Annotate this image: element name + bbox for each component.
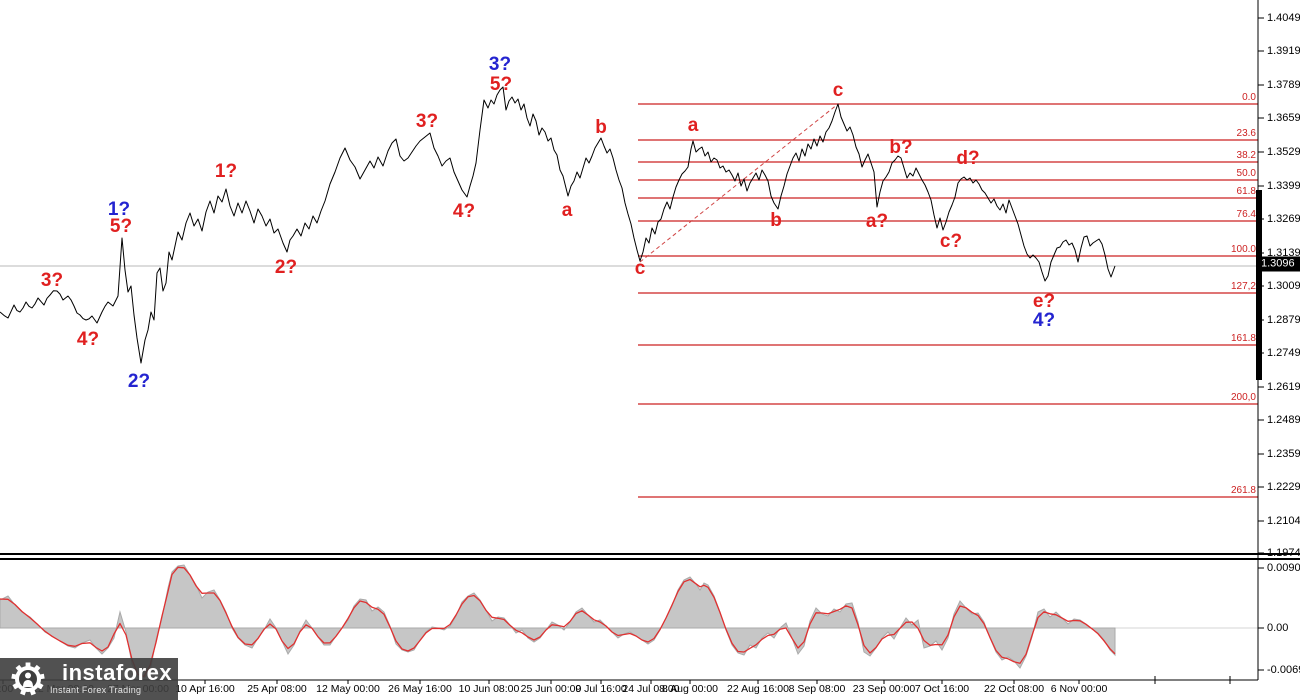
price-tick-label: 1.3399 xyxy=(1267,180,1300,192)
price-tick-label: 1.3529 xyxy=(1267,146,1300,158)
time-label: 7 Oct 16:00 xyxy=(914,683,970,695)
wave-label-b: b xyxy=(595,117,607,138)
price-tick-label: 1.2749 xyxy=(1267,347,1300,359)
wave-label-4q: 4? xyxy=(1032,310,1056,331)
price-tick-label: 1.2879 xyxy=(1267,314,1300,326)
fib-level-label: 50.0 xyxy=(1236,168,1256,179)
time-label: 25 Jun 00:00 xyxy=(520,683,582,695)
fib-level-label: 127,2 xyxy=(1230,281,1256,292)
price-tick-label: 1.4049 xyxy=(1267,12,1300,24)
price-tick-label: 1.3009 xyxy=(1267,280,1300,292)
price-tick-label: 1.1974 xyxy=(1267,547,1300,559)
time-label: 6 Nov 00:00 xyxy=(1050,683,1108,695)
wave-label-5q: 5? xyxy=(109,216,133,237)
price-tick-label: 1.2104 xyxy=(1267,515,1300,527)
gear-person-icon xyxy=(11,662,45,696)
fib-level-label: 76.4 xyxy=(1236,209,1256,220)
time-label: 10 Jun 08:00 xyxy=(458,683,520,695)
fib-level-label: 100.0 xyxy=(1230,244,1256,255)
current-price-badge: 1.3096 xyxy=(1259,256,1300,272)
wave-label-bq: b? xyxy=(889,137,913,158)
wave-label-1q: 1? xyxy=(107,199,131,220)
time-label: 23 Sep 00:00 xyxy=(852,683,916,695)
time-label: 22 Aug 16:00 xyxy=(727,683,789,695)
wave-label-3q: 3? xyxy=(415,111,439,132)
wave-label-3q: 3? xyxy=(488,54,512,75)
wave-label-a: a xyxy=(561,200,573,221)
price-tick-label: 1.2489 xyxy=(1267,414,1300,426)
price-tick-label: 1.2359 xyxy=(1267,448,1300,460)
wave-label-4q: 4? xyxy=(76,329,100,350)
wave-label-eq: e? xyxy=(1032,291,1056,312)
wave-label-c: c xyxy=(832,80,844,101)
time-label: 9 Jul 16:00 xyxy=(575,683,627,695)
price-tick-label: 1.2619 xyxy=(1267,381,1300,393)
wave-label-3q: 3? xyxy=(40,270,64,291)
time-label: 10 Apr 16:00 xyxy=(175,683,235,695)
indicator-tick-label: 0.00901 xyxy=(1267,562,1300,574)
fib-level-label: 61.8 xyxy=(1236,186,1256,197)
time-label: 22 Oct 08:00 xyxy=(983,683,1045,695)
wave-label-4q: 4? xyxy=(452,201,476,222)
indicator-tick-label: 0.00 xyxy=(1267,622,1289,634)
time-label: 25 Apr 08:00 xyxy=(247,683,307,695)
wave-label-5q: 5? xyxy=(489,74,513,95)
wave-label-a: a xyxy=(687,115,699,136)
fib-level-label: 161.8 xyxy=(1230,333,1256,344)
price-tick-label: 1.3919 xyxy=(1267,45,1300,57)
wave-label-2q: 2? xyxy=(274,257,298,278)
wave-label-dq: d? xyxy=(956,148,980,169)
wave-label-2q: 2? xyxy=(127,371,151,392)
fib-level-label: 0.0 xyxy=(1242,92,1256,103)
price-tick-label: 1.3659 xyxy=(1267,112,1300,124)
time-label: 8 Aug 00:00 xyxy=(661,683,719,695)
wave-label-c: c xyxy=(634,258,646,279)
time-label: 12 May 00:00 xyxy=(316,683,380,695)
wave-label-aq: a? xyxy=(865,211,889,232)
price-tick-label: 1.3789 xyxy=(1267,79,1300,91)
wave-label-cq: c? xyxy=(939,231,963,252)
fib-level-label: 38.2 xyxy=(1236,150,1256,161)
logo-tagline: Instant Forex Trading xyxy=(50,685,142,695)
indicator-tick-label: -0.00692 xyxy=(1267,664,1300,676)
price-tick-label: 1.2229 xyxy=(1267,481,1300,493)
instaforex-logo: instaforex Instant Forex Trading xyxy=(0,658,178,700)
fib-level-label: 200,0 xyxy=(1230,392,1256,403)
time-label: 8 Sep 08:00 xyxy=(788,683,846,695)
time-label: 24 Jul 08:00 xyxy=(622,683,680,695)
time-label: 26 May 16:00 xyxy=(388,683,452,695)
wave-label-1q: 1? xyxy=(214,161,238,182)
logo-brand-text: instaforex xyxy=(62,660,173,685)
wave-label-b: b xyxy=(770,210,782,231)
price-tick-label: 1.3269 xyxy=(1267,213,1300,225)
fib-level-label: 23.6 xyxy=(1236,128,1256,139)
price-axis-highlight-bar xyxy=(1256,190,1262,380)
price-tick-label: 1.3139 xyxy=(1267,247,1300,259)
fib-level-label: 261.8 xyxy=(1230,485,1256,496)
